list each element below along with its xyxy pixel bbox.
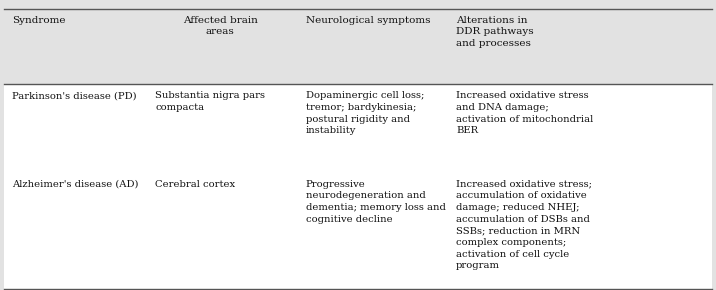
Bar <box>4 84 712 289</box>
Text: Alterations in
DDR pathways
and processes: Alterations in DDR pathways and processe… <box>456 16 533 48</box>
Text: Progressive
neurodegeneration and
dementia; memory loss and
cognitive decline: Progressive neurodegeneration and dement… <box>306 180 445 224</box>
Text: Neurological symptoms: Neurological symptoms <box>306 16 430 25</box>
Bar <box>4 9 712 84</box>
Text: Syndrome: Syndrome <box>12 16 66 25</box>
Text: Parkinson's disease (PD): Parkinson's disease (PD) <box>12 91 137 100</box>
Text: Substantia nigra pars
compacta: Substantia nigra pars compacta <box>155 91 266 112</box>
Text: Increased oxidative stress
and DNA damage;
activation of mitochondrial
BER: Increased oxidative stress and DNA damag… <box>456 91 594 135</box>
Text: Dopaminergic cell loss;
tremor; bardykinesia;
postural rigidity and
instability: Dopaminergic cell loss; tremor; bardykin… <box>306 91 424 135</box>
Text: Affected brain
areas: Affected brain areas <box>183 16 258 37</box>
Text: Increased oxidative stress;
accumulation of oxidative
damage; reduced NHEJ;
accu: Increased oxidative stress; accumulation… <box>456 180 592 270</box>
Text: Cerebral cortex: Cerebral cortex <box>155 180 236 189</box>
Text: Alzheimer's disease (AD): Alzheimer's disease (AD) <box>12 180 139 189</box>
